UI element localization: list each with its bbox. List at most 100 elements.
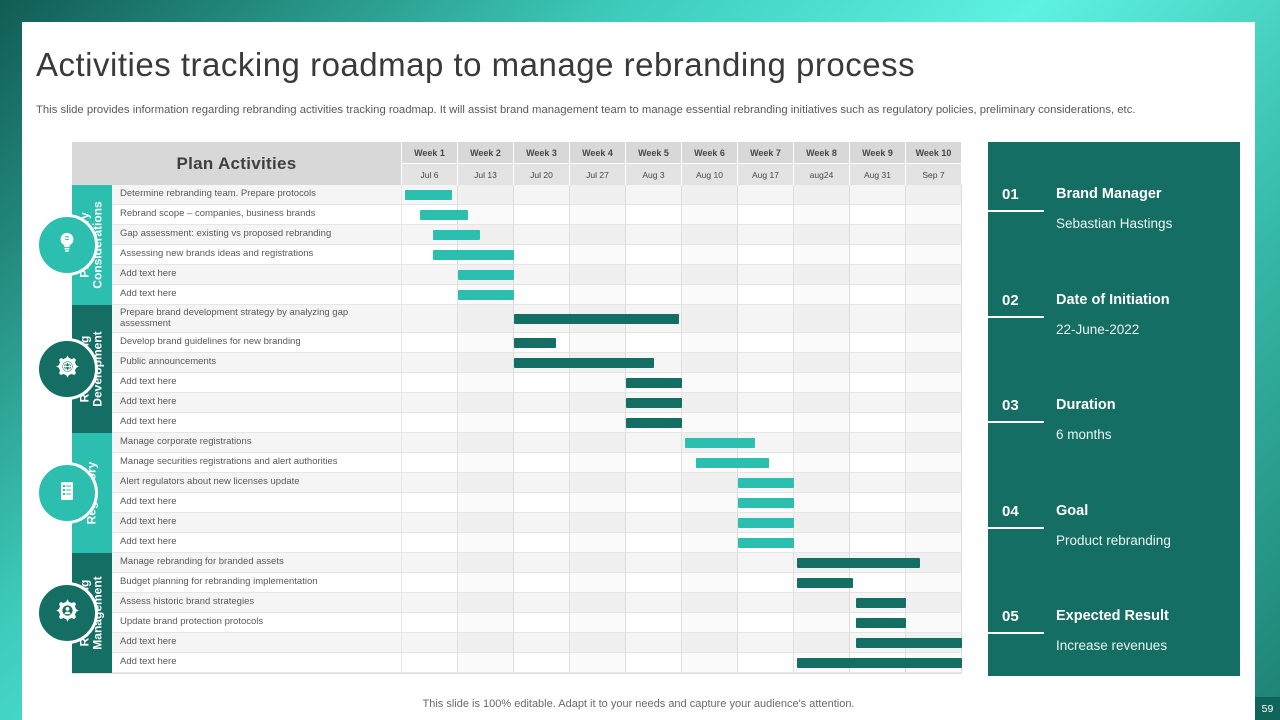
- gantt-bar: [738, 497, 794, 508]
- gantt-bar: [796, 577, 853, 588]
- sidebar-item-text: Expected Result Increase revenues: [1056, 606, 1169, 653]
- gantt-bar: [696, 457, 769, 468]
- table-row: Develop brand guidelines for new brandin…: [112, 333, 962, 353]
- task-gantt-cell: [402, 225, 962, 244]
- task-label-cell: Add text here: [112, 285, 402, 304]
- week-header-cell: Week 3: [514, 142, 570, 164]
- gantt-bar: [432, 249, 514, 260]
- gantt-table-header: Plan Activities Week 1 Week 2 Week 3 Week 4…: [72, 142, 962, 185]
- gantt-bar: [626, 377, 682, 388]
- task-gantt-cell: [402, 573, 962, 592]
- task-label-cell: Add text here: [112, 513, 402, 532]
- sidebar-item-title: Duration: [1056, 397, 1116, 413]
- gantt-bar: [738, 537, 794, 548]
- gantt-bar: [796, 557, 920, 568]
- table-row: Add text here: [112, 513, 962, 533]
- task-gantt-cell: [402, 285, 962, 304]
- gantt-bar: [514, 337, 556, 348]
- task-gantt-cell: [402, 393, 962, 412]
- task-label-cell: Add text here: [112, 533, 402, 552]
- sidebar-item-title: Date of Initiation: [1056, 291, 1170, 308]
- task-label-cell: Manage rebranding for branded assets: [112, 553, 402, 572]
- group-rows: Determine rebranding team. Prepare proto…: [112, 185, 962, 305]
- sidebar-item-brand-manager: 01 Brand Manager Sebastian Hastings: [988, 184, 1240, 231]
- date-header-cell: Aug 31: [850, 164, 906, 185]
- sidebar-item-text: Date of Initiation 22-June-2022: [1056, 290, 1170, 337]
- table-row: Assess historic brand strategies: [112, 593, 962, 613]
- week-header-cell: Week 4: [570, 142, 626, 164]
- rebranding-management-circle: [36, 582, 98, 644]
- table-row: Add text here: [112, 265, 962, 285]
- sidebar-item-title: Goal: [1056, 502, 1089, 519]
- task-gantt-cell: [402, 493, 962, 512]
- task-label-cell: Budget planning for rebranding implement…: [112, 573, 402, 592]
- sidebar-item-number-underline: 03: [988, 395, 1044, 423]
- sidebar-item-expected-result: 05 Expected Result Increase revenues: [988, 606, 1240, 653]
- table-row: Add text here: [112, 373, 962, 393]
- date-header-cell: Sep 7: [906, 164, 962, 185]
- table-row: Add text here: [112, 393, 962, 413]
- task-label-cell: Update brand protection protocols: [112, 613, 402, 632]
- gantt-bar: [458, 289, 514, 300]
- date-header-cell: Aug 17: [738, 164, 794, 185]
- gantt-bar: [420, 209, 469, 220]
- week-header-cell: Week 8: [794, 142, 850, 164]
- table-row: Budget planning for rebranding implement…: [112, 573, 962, 593]
- slide-description: This slide provides information regardin…: [36, 104, 1136, 116]
- table-row: Rebrand scope – companies, business bran…: [112, 205, 962, 225]
- footer-note: This slide is 100% editable. Adapt it to…: [422, 698, 855, 710]
- task-label-cell: Assess historic brand strategies: [112, 593, 402, 612]
- sidebar-item-text: Brand Manager Sebastian Hastings: [1056, 184, 1172, 231]
- task-label-cell: Gap assessment: existing vs proposed reb…: [112, 225, 402, 244]
- task-group-regulatory: RegulatoryManage corporate registrations…: [36, 433, 962, 553]
- table-row: Alert regulators about new licenses upda…: [112, 473, 962, 493]
- gantt-bar: [855, 617, 906, 628]
- table-row: Determine rebranding team. Prepare proto…: [112, 185, 962, 205]
- group-rows: Manage rebranding for branded assets Budg…: [112, 553, 962, 673]
- sidebar-item-number: 02: [1002, 291, 1019, 309]
- table-row: Add text here: [112, 493, 962, 513]
- table-row: Assessing new brands ideas and registrat…: [112, 245, 962, 265]
- rebranding-development-circle: [36, 338, 98, 400]
- task-gantt-cell: [402, 333, 962, 352]
- gantt-bar: [796, 657, 962, 668]
- gantt-bar: [738, 477, 794, 488]
- task-label-cell: Public announcements: [112, 353, 402, 372]
- table-row: Manage securities registrations and aler…: [112, 453, 962, 473]
- sidebar-item-number-underline: 05: [988, 606, 1044, 634]
- sidebar-item-number: 03: [1002, 397, 1019, 414]
- week-header-cell: Week 6: [682, 142, 738, 164]
- group-rows: Manage corporate registrations Manage sec…: [112, 433, 962, 553]
- summary-sidebar: 01 Brand Manager Sebastian Hastings 02 Date …: [988, 142, 1240, 676]
- date-header-cell: Jul 27: [570, 164, 626, 185]
- plan-activities-header: Plan Activities: [72, 142, 402, 185]
- table-row: Add text here: [112, 413, 962, 433]
- sidebar-item-number: 05: [1002, 608, 1019, 625]
- task-label-cell: Add text here: [112, 393, 402, 412]
- gantt-bar: [738, 517, 794, 528]
- task-gantt-cell: [402, 653, 962, 672]
- sidebar-item-value: 6 months: [1056, 427, 1112, 442]
- sidebar-item-text: Duration 6 months: [1056, 395, 1116, 442]
- gantt-bar: [855, 637, 962, 648]
- sidebar-item-number: 04: [1002, 502, 1019, 520]
- task-label-cell: Manage securities registrations and aler…: [112, 453, 402, 472]
- task-gantt-cell: [402, 433, 962, 452]
- slide-card: Activities tracking roadmap to manage re…: [22, 22, 1255, 720]
- table-row: Prepare brand development strategy by an…: [112, 305, 962, 333]
- table-row: Public announcements: [112, 353, 962, 373]
- gantt-bar: [855, 597, 906, 608]
- task-label-cell: Alert regulators about new licenses upda…: [112, 473, 402, 492]
- date-header-cell: Jul 6: [402, 164, 458, 185]
- table-row: Add text here: [112, 633, 962, 653]
- week-labels-row: Week 1 Week 2 Week 3 Week 4 Week 5 Week 6 Week…: [402, 142, 962, 164]
- task-gantt-cell: [402, 533, 962, 552]
- task-gantt-cell: [402, 513, 962, 532]
- date-header-cell: aug24: [794, 164, 850, 185]
- task-label-cell: Develop brand guidelines for new brandin…: [112, 333, 402, 352]
- table-row: Manage corporate registrations: [112, 433, 962, 453]
- gantt-bar: [458, 269, 514, 280]
- task-gantt-cell: [402, 613, 962, 632]
- gantt-bar: [514, 357, 654, 368]
